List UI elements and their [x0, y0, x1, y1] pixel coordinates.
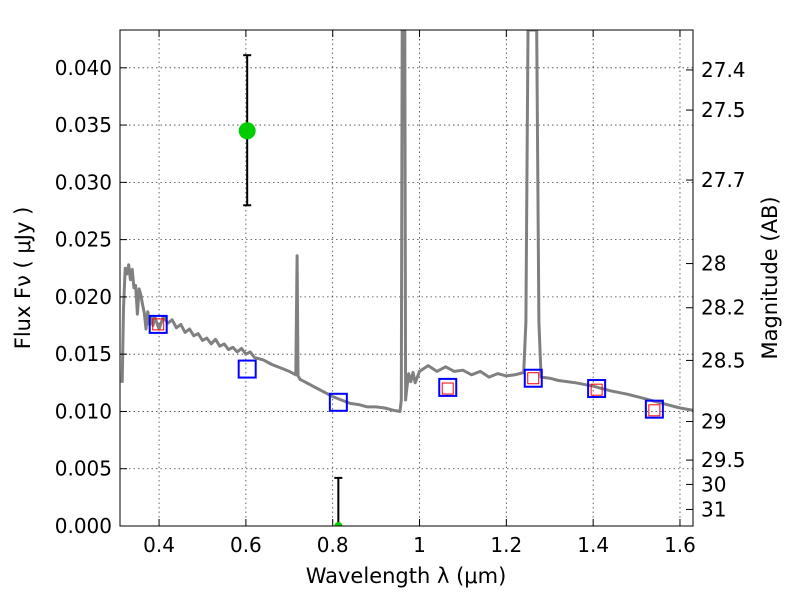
mag-tick-label: 31 [701, 497, 726, 521]
x-tick-label: 1 [413, 533, 426, 557]
observed-photometry-point [590, 383, 603, 396]
model-spectrum-line [120, 30, 693, 413]
y-tick-label: 0.030 [55, 170, 112, 194]
model-photometry-point [644, 399, 664, 419]
x-axis-label: Wavelength λ (μm) [306, 564, 507, 588]
axis-ticks: 0.4 0.6 0.8 1 1.2 1.4 1.6 0.000 0.005 0.010 0.015 0… [55, 30, 746, 557]
y-tick-label: 0.015 [55, 342, 112, 366]
y-axis-right-label: Magnitude (AB) [758, 196, 782, 359]
plot-area [120, 30, 693, 526]
model-photometry-point [523, 368, 543, 388]
y-tick-label: 0.025 [55, 228, 112, 252]
observed-photometry-point [648, 404, 661, 417]
x-tick-label: 1.2 [490, 533, 522, 557]
x-tick-label: 1.6 [664, 533, 696, 557]
x-tick-label: 1.4 [577, 533, 609, 557]
mag-tick-label: 29.5 [701, 448, 746, 472]
x-tick-label: 0.4 [143, 533, 175, 557]
y-tick-label: 0.010 [55, 399, 112, 423]
mag-tick-label: 30 [701, 472, 726, 496]
y-axis-label: Flux Fν ( μJy ) [11, 207, 35, 350]
y-tick-label: 0.020 [55, 285, 112, 309]
observed-photometry-point [152, 318, 165, 331]
x-tick-label: 0.6 [230, 533, 262, 557]
model-photometry-point [328, 392, 348, 412]
model-photometry-point [587, 379, 607, 399]
mag-tick-label: 28.5 [701, 348, 746, 372]
mag-tick-label: 28 [701, 252, 726, 276]
mag-tick-label: 27.7 [701, 168, 746, 192]
mag-tick-label: 27.5 [701, 98, 746, 122]
observed-photometry-point [441, 382, 454, 395]
model-photometry-point [438, 377, 458, 397]
y-tick-label: 0.005 [55, 457, 112, 481]
mag-tick-label: 29 [701, 410, 726, 434]
y-tick-label: 0.040 [55, 56, 112, 80]
observed-photometry-point [527, 372, 540, 385]
x-tick-label: 0.8 [317, 533, 349, 557]
grid [120, 30, 693, 527]
detection-point [238, 122, 256, 140]
y-tick-label: 0.035 [55, 113, 112, 137]
y-tick-label: 0.000 [55, 514, 112, 538]
detection-point [334, 522, 343, 526]
model-photometry-point [148, 314, 168, 334]
plot-frame [119, 29, 694, 527]
model-photometry-point [237, 359, 257, 379]
mag-tick-label: 27.4 [701, 58, 746, 82]
mag-tick-label: 28.2 [701, 296, 746, 320]
